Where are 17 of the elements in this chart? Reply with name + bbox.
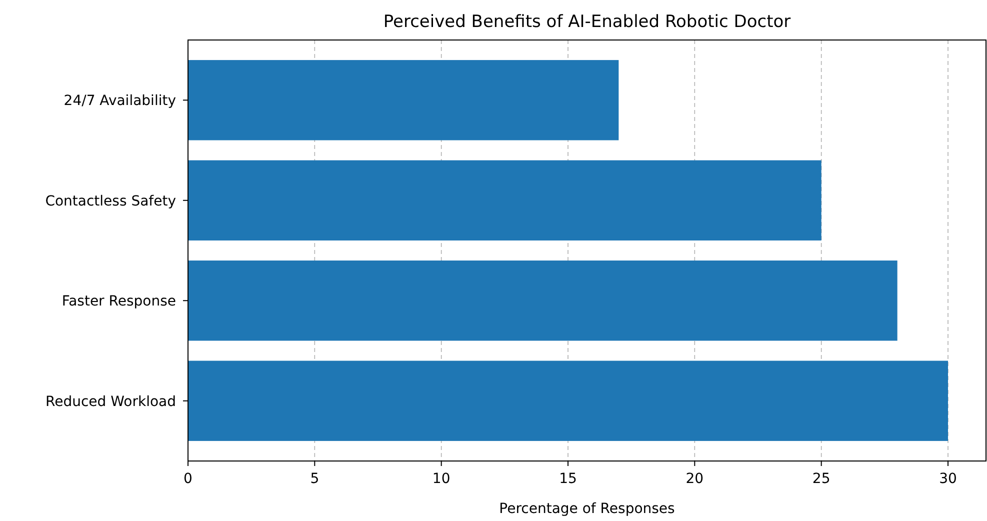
y-tick-label: 24/7 Availability: [64, 93, 176, 110]
x-tick-label: 20: [686, 471, 704, 487]
y-tick-label: Contactless Safety: [45, 193, 176, 210]
bar: [188, 160, 822, 240]
y-tick-label: Faster Response: [62, 294, 176, 310]
bar: [188, 260, 898, 341]
x-tick-label: 15: [559, 471, 577, 487]
bar: [188, 360, 948, 441]
x-tick-label: 0: [184, 471, 192, 487]
bar: [188, 60, 619, 140]
y-tick-label: Reduced Workload: [46, 394, 176, 410]
x-tick-label: 30: [939, 471, 957, 487]
x-tick-label: 25: [812, 471, 830, 487]
x-tick-label: 10: [432, 471, 450, 487]
x-axis-title: Percentage of Responses: [499, 501, 675, 517]
chart-title: Perceived Benefits of AI-Enabled Robotic Doctor: [383, 12, 791, 32]
x-tick-label: 5: [310, 471, 320, 487]
